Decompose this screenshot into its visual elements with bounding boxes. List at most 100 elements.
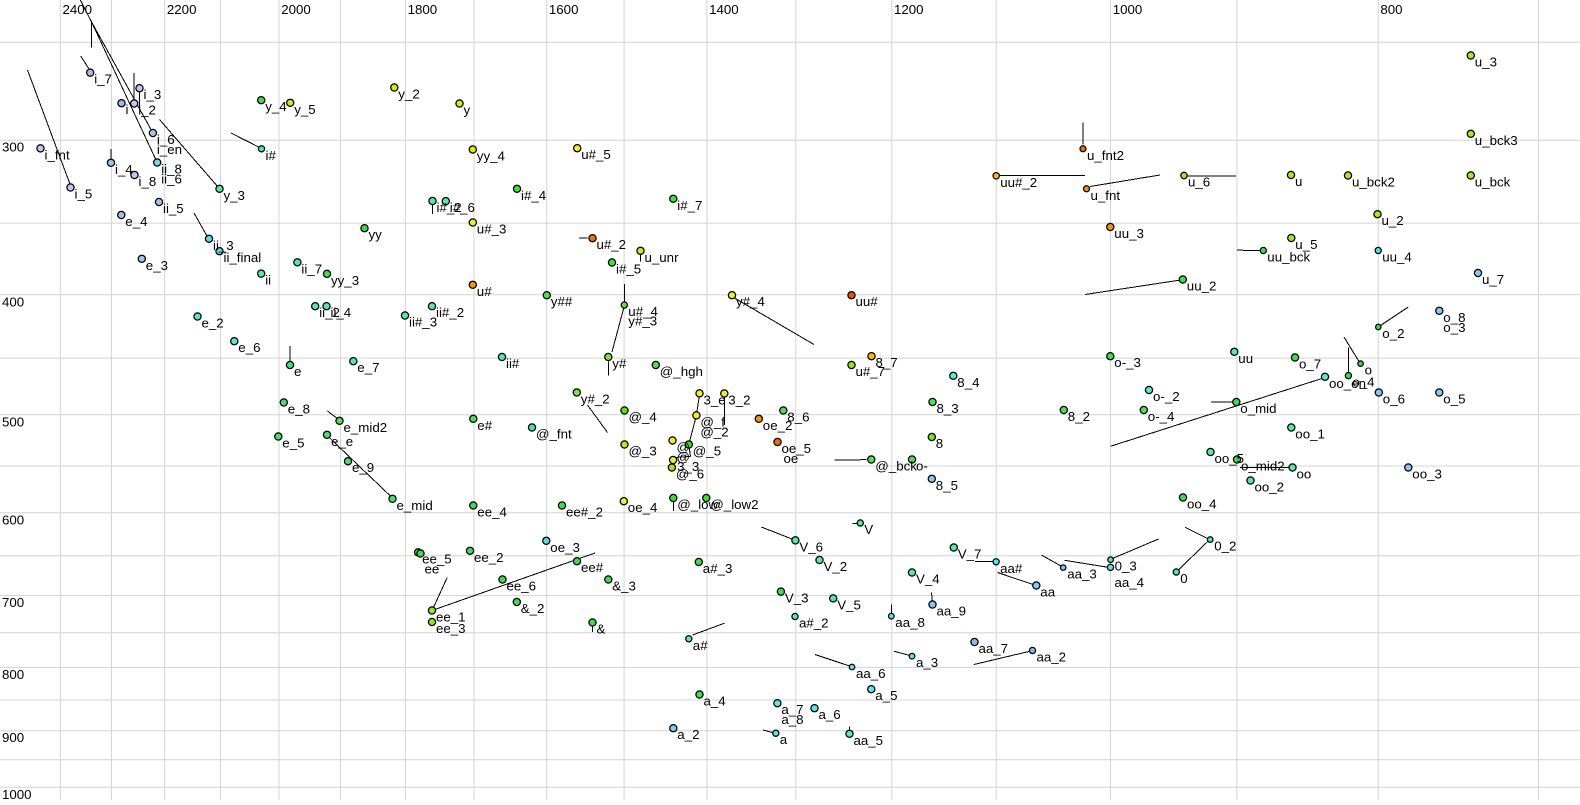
svg-text:ee_3: ee_3 — [436, 621, 466, 636]
svg-text:ii_8: ii_8 — [161, 162, 182, 177]
svg-text:uu#: uu# — [856, 294, 879, 309]
svg-text:8_5: 8_5 — [936, 478, 958, 493]
svg-text:i_2: i_2 — [138, 103, 156, 118]
svg-text:e_e: e_e — [331, 434, 353, 449]
svg-text:@_hgh: @_hgh — [660, 364, 703, 379]
svg-text:o: o — [1365, 363, 1372, 378]
svg-text:oo_5: oo_5 — [1215, 451, 1245, 466]
svg-text:e: e — [294, 364, 301, 379]
svg-text:ii_final: ii_final — [224, 250, 262, 265]
svg-text:a_3: a_3 — [916, 655, 938, 670]
svg-text:u#_2: u#_2 — [597, 237, 627, 252]
svg-text:V_3: V_3 — [785, 591, 809, 606]
svg-text:1600: 1600 — [549, 2, 579, 17]
svg-text:i#_6: i#_6 — [450, 200, 475, 215]
svg-text:oo: oo — [1297, 467, 1312, 482]
svg-text:aa_2: aa_2 — [1037, 650, 1067, 665]
svg-text:a_5: a_5 — [875, 688, 897, 703]
svg-text:e_3: e_3 — [146, 258, 168, 273]
svg-text:a: a — [780, 732, 788, 747]
svg-text:0_2: 0_2 — [1214, 539, 1236, 554]
svg-text:i_6: i_6 — [157, 132, 175, 147]
svg-text:e_5: e_5 — [282, 436, 304, 451]
svg-text:@_3: @_3 — [629, 444, 657, 459]
svg-text:uu: uu — [1238, 351, 1253, 366]
svg-text:u_bck3: u_bck3 — [1475, 133, 1518, 148]
svg-text:o_5: o_5 — [1443, 392, 1465, 407]
svg-text:y#_4: y#_4 — [736, 294, 765, 309]
svg-text:o_7: o_7 — [1299, 357, 1321, 372]
svg-text:u_unr: u_unr — [645, 250, 680, 265]
svg-text:aa_7: aa_7 — [979, 641, 1009, 656]
svg-text:uu_3: uu_3 — [1114, 226, 1144, 241]
svg-text:e_6: e_6 — [238, 340, 260, 355]
svg-text:y_2: y_2 — [398, 87, 419, 102]
svg-text:i#: i# — [266, 148, 277, 163]
svg-text:8: 8 — [936, 436, 943, 451]
svg-text:yy_3: yy_3 — [331, 273, 359, 288]
svg-text:3_3: 3_3 — [677, 459, 699, 474]
svg-text:u_3: u_3 — [1475, 55, 1497, 70]
svg-text:800: 800 — [2, 667, 24, 682]
svg-text:600: 600 — [2, 512, 24, 527]
svg-text:u#_4: u#_4 — [628, 304, 658, 319]
svg-text:e_2: e_2 — [202, 316, 224, 331]
svg-text:1800: 1800 — [408, 2, 438, 17]
svg-text:ii: ii — [265, 273, 271, 288]
svg-text:8_2: 8_2 — [1068, 409, 1090, 424]
svg-text:e_9: e_9 — [352, 460, 374, 475]
svg-text:a_8: a_8 — [781, 712, 803, 727]
svg-text:u: u — [1295, 174, 1302, 189]
svg-text:i_3: i_3 — [144, 87, 162, 102]
svg-text:8_6: 8_6 — [787, 410, 809, 425]
svg-text:e_mid: e_mid — [397, 498, 433, 513]
svg-text:uu_bck: uu_bck — [1267, 250, 1310, 265]
svg-text:aa: aa — [1040, 585, 1055, 600]
svg-text:ee#: ee# — [581, 560, 604, 575]
svg-text:&_2: &_2 — [521, 601, 545, 616]
svg-text:e#: e# — [477, 418, 492, 433]
svg-text:oe_4: oe_4 — [628, 500, 658, 515]
svg-text:uu_4: uu_4 — [1382, 250, 1412, 265]
svg-text:ee_6: ee_6 — [507, 579, 537, 594]
svg-text:u_fnt: u_fnt — [1091, 188, 1121, 203]
svg-text:@_6: @_6 — [676, 467, 704, 482]
svg-text:oo_3: oo_3 — [1412, 467, 1442, 482]
svg-text:i#_5: i#_5 — [616, 262, 641, 277]
svg-text:oe_2: oe_2 — [763, 418, 793, 433]
svg-text:V_2: V_2 — [824, 559, 848, 574]
svg-text:V_7: V_7 — [958, 547, 982, 562]
svg-text:u_2: u_2 — [1382, 213, 1404, 228]
svg-text:y##: y## — [551, 294, 573, 309]
svg-text:o_3: o_3 — [1443, 320, 1465, 335]
svg-text:e_4: e_4 — [125, 214, 147, 229]
svg-text:ee: ee — [425, 562, 440, 577]
svg-text:e_8: e_8 — [288, 402, 310, 417]
svg-text:y#_3: y#_3 — [628, 314, 657, 329]
svg-text:&_3: &_3 — [612, 579, 636, 594]
svg-text:o_4: o_4 — [1352, 375, 1374, 390]
svg-text:@_4: @_4 — [629, 410, 657, 425]
svg-text:u_fnt2: u_fnt2 — [1087, 148, 1124, 163]
svg-text:@_2: @_2 — [700, 424, 728, 439]
svg-text:ii#_2: ii#_2 — [436, 305, 464, 320]
svg-text:ee_4: ee_4 — [477, 505, 507, 520]
svg-text:o-_3: o-_3 — [1114, 355, 1141, 370]
svg-text:o-_4: o-_4 — [1148, 409, 1175, 424]
svg-text:oe_5: oe_5 — [782, 441, 812, 456]
svg-text:o_8: o_8 — [1443, 310, 1465, 325]
svg-text:0_3: 0_3 — [1115, 559, 1137, 574]
svg-text:900: 900 — [2, 730, 24, 745]
svg-text:y_5: y_5 — [294, 102, 315, 117]
svg-text:300: 300 — [2, 140, 24, 155]
svg-text:700: 700 — [2, 595, 24, 610]
svg-text:i#_4: i#_4 — [521, 188, 546, 203]
svg-text:2000: 2000 — [281, 2, 311, 17]
svg-text:u#: u# — [477, 284, 492, 299]
svg-text:0: 0 — [1180, 571, 1187, 586]
svg-text:8_7: 8_7 — [876, 355, 898, 370]
svg-text:y_3: y_3 — [224, 188, 245, 203]
svg-text:yy: yy — [369, 227, 383, 242]
svg-text:i_8: i_8 — [139, 174, 157, 189]
svg-text:@_f: @_f — [700, 414, 725, 429]
